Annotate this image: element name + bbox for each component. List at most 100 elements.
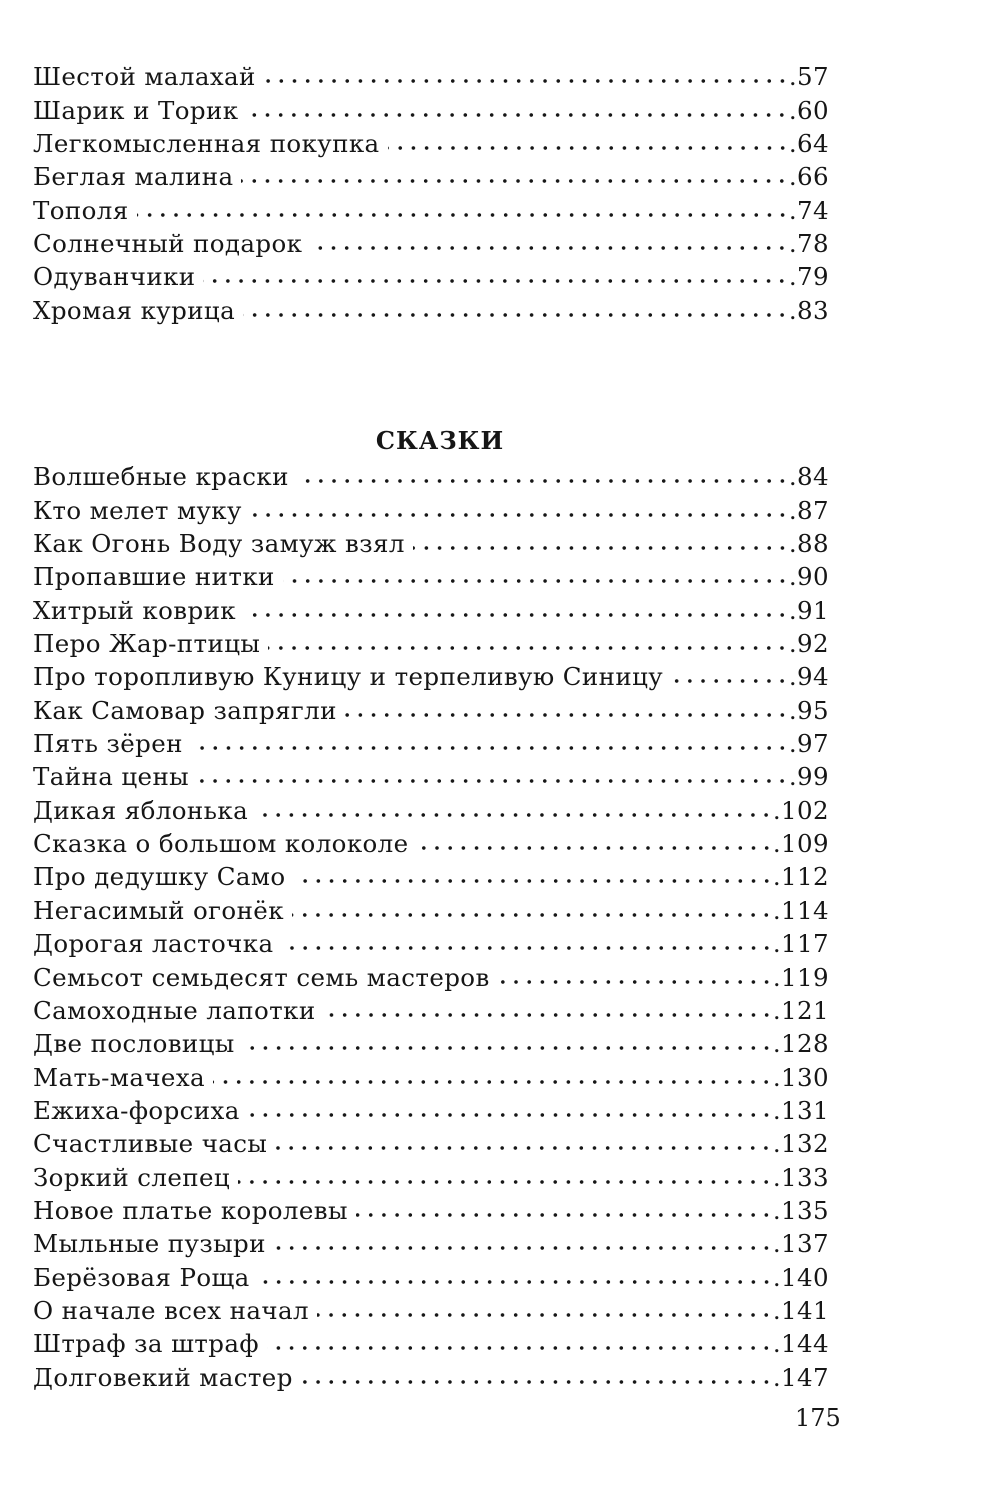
entry-page: .131 <box>772 1095 829 1125</box>
entry-page: .132 <box>772 1129 829 1159</box>
entry-title: Самоходные лапотки <box>33 995 316 1025</box>
entry-title: Шарик и Торик <box>33 95 239 125</box>
dot-leader <box>246 111 789 118</box>
entry-page: .84 <box>788 462 829 492</box>
entry-title: Новое платье королевы <box>33 1195 348 1225</box>
entry-page: .128 <box>772 1029 829 1059</box>
dot-leader <box>249 511 789 518</box>
section-heading: СКАЗКИ <box>375 426 505 455</box>
entry-page: .94 <box>788 662 829 692</box>
toc-entry: Две пословицы .128 <box>33 1027 829 1060</box>
page-number: 175 <box>795 1404 841 1432</box>
entry-page: .64 <box>788 129 829 159</box>
dot-leader <box>247 1111 773 1118</box>
entry-title: Дорогая ласточка <box>33 929 274 959</box>
entry-page: .74 <box>788 195 829 225</box>
entry-title: Семьсот семьдесят семь мастеров <box>33 962 490 992</box>
dot-leader <box>300 1378 773 1385</box>
dot-leader <box>296 478 789 485</box>
toc-entry: Дикая яблонька .102 <box>33 793 829 826</box>
entry-page: .88 <box>788 529 829 559</box>
toc-entry: Легкомысленная покупка .64 <box>33 127 829 160</box>
dot-leader <box>671 678 789 685</box>
entry-title: Волшебные краски <box>33 462 289 492</box>
toc-entry: Дорогая ласточка .117 <box>33 927 829 960</box>
dot-leader <box>281 945 773 952</box>
dot-leader <box>136 211 789 218</box>
dot-leader <box>243 311 789 318</box>
entry-page: .60 <box>788 95 829 125</box>
toc-entry: Про торопливую Куницу и терпеливую Синиц… <box>33 660 829 693</box>
entry-page: .90 <box>788 562 829 592</box>
entry-title: Шестой малахай <box>33 62 256 92</box>
toc-entry: Одуванчики .79 <box>33 260 829 293</box>
entry-page: .79 <box>788 262 829 292</box>
entry-page: .91 <box>788 595 829 625</box>
dot-leader <box>266 1345 773 1352</box>
dot-leader <box>310 245 789 252</box>
dot-leader <box>268 645 789 652</box>
entry-page: .83 <box>788 295 829 325</box>
entry-title: Хитрый коврик <box>33 595 237 625</box>
dot-leader <box>190 745 789 752</box>
toc-entry: Солнечный подарок .78 <box>33 227 829 260</box>
toc-entry: Волшебные краски .84 <box>33 460 829 493</box>
entry-title: Негасимый огонёк <box>33 895 284 925</box>
toc-entry: Шестой малахай .57 <box>33 60 829 93</box>
entry-page: .144 <box>772 1329 829 1359</box>
toc-list-stories: Шестой малахай .57 Шарик и Торик .60 Легкомы… <box>33 60 829 327</box>
dot-leader <box>497 978 773 985</box>
entry-page: .147 <box>772 1362 829 1392</box>
toc-entry: Перо Жар-птицы .92 <box>33 627 829 660</box>
toc-entry: Новое платье королевы .135 <box>33 1194 829 1227</box>
toc-entry: О начале всех начал .141 <box>33 1294 829 1327</box>
entry-page: .95 <box>788 695 829 725</box>
entry-title: Как Самовар запрягли <box>33 695 337 725</box>
toc-entry: Штраф за штраф .144 <box>33 1327 829 1360</box>
entry-title: О начале всех начал <box>33 1295 309 1325</box>
entry-page: .92 <box>788 629 829 659</box>
dot-leader <box>275 1145 773 1152</box>
entry-page: .57 <box>788 62 829 92</box>
entry-title: Легкомысленная покупка <box>33 129 380 159</box>
dot-leader <box>317 1311 773 1318</box>
entry-title: Две пословицы <box>33 1029 235 1059</box>
dot-leader <box>416 845 773 852</box>
entry-title: Штраф за штраф <box>33 1329 259 1359</box>
toc-entry: Хитрый коврик .91 <box>33 593 829 626</box>
entry-page: .133 <box>772 1162 829 1192</box>
dot-leader <box>242 1045 773 1052</box>
entry-title: Мыльные пузыри <box>33 1229 266 1259</box>
entry-title: Тайна цены <box>33 762 190 792</box>
toc-entry: Как Самовар запрягли .95 <box>33 693 829 726</box>
toc-entry: Сказка о большом колоколе .109 <box>33 827 829 860</box>
entry-title: Пять зёрен <box>33 729 183 759</box>
entry-title: Мать-мачеха <box>33 1062 206 1092</box>
toc-list-fairy-tales: Волшебные краски .84 Кто мелет муку .87 Как … <box>33 460 829 1394</box>
entry-title: Как Огонь Воду замуж взял <box>33 529 405 559</box>
entry-page: .78 <box>788 229 829 259</box>
dot-leader <box>387 145 789 152</box>
entry-page: .87 <box>788 495 829 525</box>
entry-title: Долговекий мастер <box>33 1362 293 1392</box>
entry-page: .97 <box>788 729 829 759</box>
toc-entry: Кто мелет муку .87 <box>33 493 829 526</box>
toc-entry: Ежиха-форсиха .131 <box>33 1094 829 1127</box>
entry-title: Сказка о большом колоколе <box>33 829 409 859</box>
toc-entry: Пять зёрен .97 <box>33 727 829 760</box>
toc-entry: Счастливые часы .132 <box>33 1127 829 1160</box>
dot-leader <box>323 1011 773 1018</box>
entry-title: Про торопливую Куницу и терпеливую Синиц… <box>33 662 664 692</box>
dot-leader <box>213 1078 773 1085</box>
entry-title: Тополя <box>33 195 129 225</box>
entry-title: Зоркий слепец <box>33 1162 231 1192</box>
toc-entry: Негасимый огонёк .114 <box>33 893 829 926</box>
dot-leader <box>241 178 789 185</box>
toc-entry: Хромая курица .83 <box>33 293 829 326</box>
entry-title: Дикая яблонька <box>33 795 249 825</box>
entry-page: .130 <box>772 1062 829 1092</box>
entry-page: .117 <box>772 929 829 959</box>
entry-page: .102 <box>772 795 829 825</box>
toc-entry: Тополя .74 <box>33 193 829 226</box>
entry-page: .109 <box>772 829 829 859</box>
